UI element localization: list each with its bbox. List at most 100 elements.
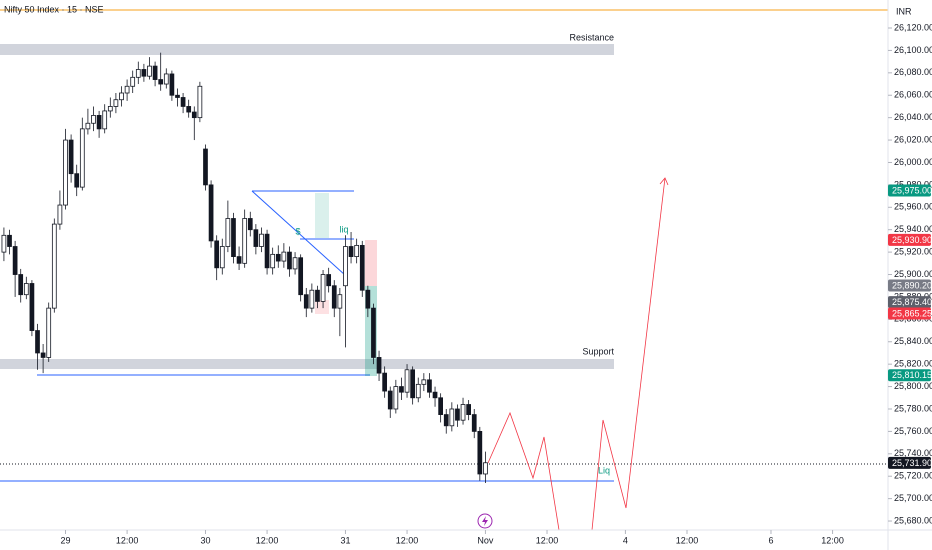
- candle-body: [236, 256, 242, 264]
- candle-body: [152, 65, 158, 80]
- x-tick-label: 12:00: [256, 535, 279, 545]
- candle-body: [399, 386, 404, 393]
- x-tick-label: 30: [200, 535, 210, 545]
- candle-body: [309, 289, 315, 309]
- price-tag: [888, 456, 931, 469]
- x-tick-label: 12:00: [536, 535, 559, 545]
- candle-body: [163, 73, 169, 85]
- price-tag-label: 25,890.20: [892, 280, 932, 290]
- x-tick-label: 12:00: [821, 535, 844, 545]
- candle-body: [29, 283, 35, 331]
- currency-label: INR: [896, 6, 912, 16]
- candle-body: [12, 246, 18, 275]
- candle-body: [449, 408, 455, 427]
- event-icon-bolt: [482, 516, 488, 526]
- candle-body: [292, 257, 298, 270]
- support-label: Support: [582, 346, 614, 356]
- event-icon[interactable]: [477, 513, 493, 529]
- candle-body: [471, 414, 477, 432]
- candle-body: [371, 307, 376, 358]
- candle-body: [96, 115, 102, 130]
- chart-title: Nifty 50 Index · 15 · NSE: [4, 4, 104, 14]
- candle-body: [359, 244, 365, 291]
- projection-path: [591, 177, 666, 531]
- candle-body: [135, 69, 141, 78]
- candle-body: [107, 106, 113, 112]
- dollar-label: $: [295, 226, 300, 236]
- fvg-box: [315, 193, 329, 238]
- candle-body: [180, 97, 186, 107]
- price-tag-label: 25,930.90: [892, 235, 932, 245]
- x-tick-label: 6: [768, 535, 773, 545]
- price-tag-label: 25,810.15: [892, 370, 932, 380]
- y-tick-label: 26,040.00: [894, 112, 932, 122]
- candle-body: [124, 85, 130, 94]
- x-tick-label: 12:00: [676, 535, 699, 545]
- y-tick-label: 26,120.00: [894, 22, 932, 32]
- candle-body: [91, 115, 96, 124]
- candles: [1, 52, 488, 483]
- x-tick-label: 29: [61, 535, 71, 545]
- candle-body: [253, 229, 259, 247]
- candle-body: [57, 204, 63, 225]
- candle-body: [141, 69, 147, 77]
- candle-body: [343, 246, 348, 287]
- candle-body: [175, 94, 180, 98]
- price-tag: [888, 307, 931, 320]
- candle-body: [365, 289, 371, 309]
- candle-body: [18, 274, 24, 296]
- y-tick-label: 25,760.00: [894, 426, 932, 436]
- y-tick-label: 26,080.00: [894, 67, 932, 77]
- x-tick-label: 12:00: [396, 535, 419, 545]
- price-tag-label: 25,731.90: [892, 458, 932, 468]
- candle-body: [158, 79, 164, 85]
- candle-body: [7, 234, 12, 247]
- y-tick-label: 26,020.00: [894, 134, 932, 144]
- price-tag: [888, 296, 931, 309]
- y-tick-label: 25,920.00: [894, 246, 932, 256]
- candle-body: [1, 234, 7, 253]
- y-tick-label: 25,840.00: [894, 336, 932, 346]
- candle-body: [320, 274, 326, 302]
- candle-body: [455, 408, 460, 421]
- candle-body: [354, 244, 360, 257]
- y-tick-label: 25,820.00: [894, 359, 932, 369]
- candle-body: [281, 251, 287, 262]
- candle-body: [427, 379, 432, 393]
- candle-body: [432, 391, 438, 399]
- candle-body: [197, 85, 203, 119]
- candle-body: [46, 307, 52, 358]
- candle-body: [113, 99, 119, 107]
- candle-body: [203, 148, 208, 186]
- candle-body: [393, 386, 399, 410]
- y-tick-label: 25,720.00: [894, 471, 932, 481]
- candle-body: [35, 330, 40, 354]
- y-tick-label: 25,680.00: [894, 515, 932, 525]
- candle-body: [40, 352, 46, 358]
- candle-body: [315, 289, 320, 302]
- candle-body: [208, 184, 214, 242]
- projection-path: [487, 411, 560, 531]
- candle-body: [348, 246, 354, 257]
- price-tag: [888, 279, 931, 292]
- liq-label: Liq: [598, 465, 610, 475]
- candle-body: [460, 404, 466, 421]
- candle-body: [79, 128, 85, 188]
- candle-body: [130, 76, 136, 87]
- y-tick-label: 26,060.00: [894, 90, 932, 100]
- y-tick-label: 25,960.00: [894, 202, 932, 212]
- x-tick-label: Nov: [477, 535, 494, 545]
- candle-body: [415, 383, 421, 399]
- fvg-box: [315, 300, 329, 314]
- resistance-zone: [0, 44, 614, 55]
- candle-body: [264, 233, 270, 269]
- candle-body: [387, 390, 393, 410]
- y-tick-label: 25,700.00: [894, 493, 932, 503]
- candle-body: [421, 379, 427, 385]
- candle-body: [404, 369, 410, 393]
- candle-body: [337, 294, 343, 309]
- price-tag: [888, 233, 931, 246]
- candle-body: [287, 251, 292, 270]
- candle-body: [443, 414, 449, 427]
